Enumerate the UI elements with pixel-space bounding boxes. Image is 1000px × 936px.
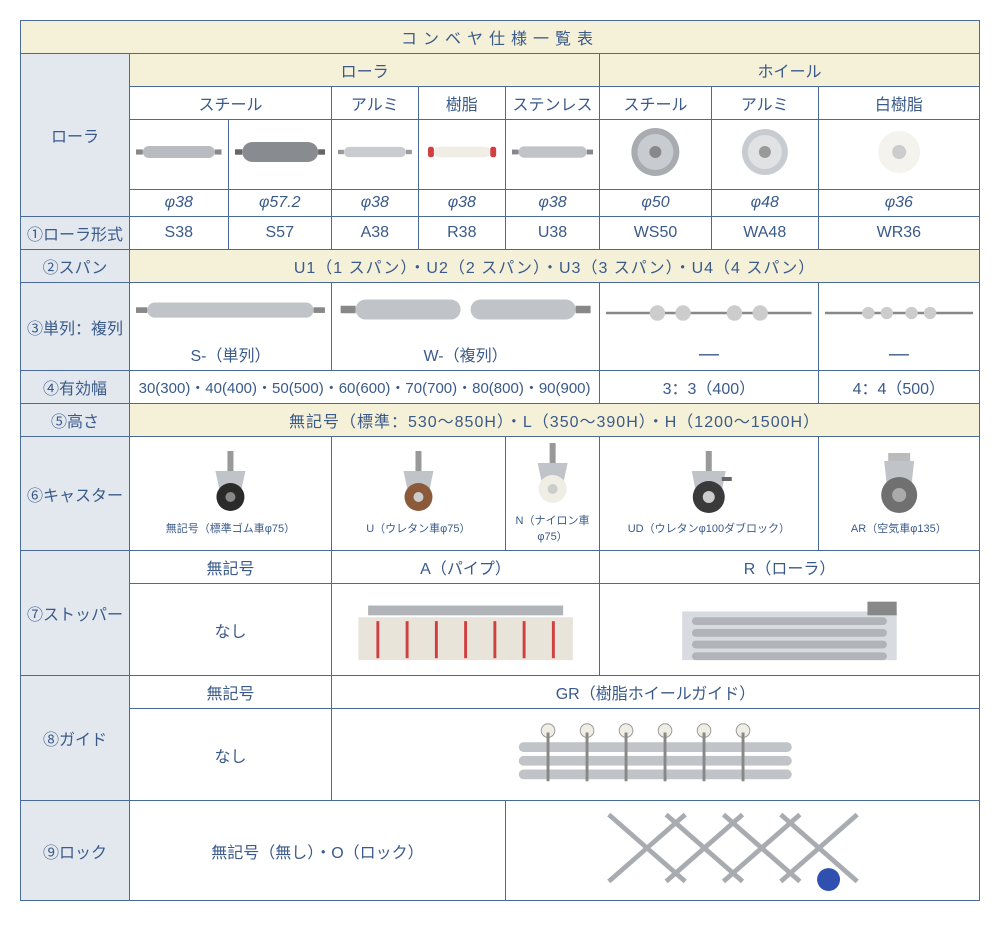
img-roller-s38 [130,120,229,190]
lock-text: 無記号（無し）・O（ロック） [130,801,506,901]
mat-alum-w: アルミ [711,87,818,120]
phi-0: φ38 [130,190,229,217]
span-text: U1（1 スパン）・U2（2 スパン）・U3（3 スパン）・U4（4 スパン） [130,250,980,283]
rowhead-1: ①ローラ形式 [21,217,130,250]
form-2: A38 [331,217,418,250]
form-1: S57 [228,217,331,250]
guide-none: なし [130,709,332,801]
form-6: WA48 [711,217,818,250]
caster-0: 無記号（標準ゴム車φ75） [130,437,332,551]
caster-0-label: 無記号（標準ゴム車φ75） [136,518,325,538]
rowhead-5: ⑤高さ [21,404,130,437]
rowhead-roller: ローラ [21,54,130,217]
img-roller-u38 [505,120,599,190]
stopper-h2: A（パイプ） [331,551,599,584]
sd-dash1: — [600,283,819,371]
rowhead-3: ③単列：複列 [21,283,130,371]
sd-double: W-（複列） [331,283,599,371]
mat-stainless: ステンレス [505,87,599,120]
stopper-h1: 無記号 [130,551,332,584]
caster-1-label: U（ウレタン車φ75） [338,518,499,538]
effw-mid: 3：3（400） [600,371,819,404]
group-roller: ローラ [130,54,600,87]
lock-img [505,801,979,901]
effw-left: 30(300)・40(400)・50(500)・60(600)・70(700)・… [130,371,600,404]
rowhead-7: ⑦ストッパー [21,551,130,676]
img-wheel-ws50 [600,120,712,190]
img-wheel-wr36 [818,120,979,190]
sd-single-label: S-（単列） [136,342,325,366]
phi-5: φ50 [600,190,712,217]
img-roller-r38 [418,120,505,190]
table-title: コンベヤ仕様一覧表 [21,21,980,54]
phi-4: φ38 [505,190,599,217]
guide-h1: 無記号 [130,676,332,709]
caster-1: U（ウレタン車φ75） [331,437,505,551]
rowhead-9: ⑨ロック [21,801,130,901]
form-4: U38 [505,217,599,250]
group-wheel: ホイール [600,54,980,87]
caster-2: N（ナイロン車φ75） [505,437,599,551]
caster-3: UD（ウレタンφ100ダブロック） [600,437,819,551]
mat-alum: アルミ [331,87,418,120]
caster-4-label: AR（空気車φ135） [825,518,973,538]
effw-right: 4：4（500） [818,371,979,404]
img-roller-a38 [331,120,418,190]
stopper-h3: R（ローラ） [600,551,980,584]
mat-steel: スチール [130,87,332,120]
phi-3: φ38 [418,190,505,217]
phi-7: φ36 [818,190,979,217]
img-roller-s57 [228,120,331,190]
stopper-a-img [331,584,599,676]
sd-dash2-label: — [825,343,973,366]
sd-dash1-label: — [606,343,812,366]
stopper-none: なし [130,584,332,676]
form-0: S38 [130,217,229,250]
mat-resin: 樹脂 [418,87,505,120]
phi-1: φ57.2 [228,190,331,217]
form-7: WR36 [818,217,979,250]
form-3: R38 [418,217,505,250]
spec-table: コンベヤ仕様一覧表 ローラ ローラ ホイール スチール アルミ 樹脂 ステンレス… [20,20,980,901]
stopper-r-img [600,584,980,676]
sd-dash2: — [818,283,979,371]
form-5: WS50 [600,217,712,250]
caster-4: AR（空気車φ135） [818,437,979,551]
caster-2-label: N（ナイロン車φ75） [512,510,593,546]
caster-3-label: UD（ウレタンφ100ダブロック） [606,518,812,538]
height-text: 無記号（標準：530～850H）・L（350～390H）・H（1200～1500… [130,404,980,437]
rowhead-2: ②スパン [21,250,130,283]
rowhead-6: ⑥キャスター [21,437,130,551]
rowhead-4: ④有効幅 [21,371,130,404]
sd-double-label: W-（複列） [338,342,593,366]
guide-h2: GR（樹脂ホイールガイド） [331,676,979,709]
mat-white-resin: 白樹脂 [818,87,979,120]
img-wheel-wa48 [711,120,818,190]
phi-6: φ48 [711,190,818,217]
phi-2: φ38 [331,190,418,217]
mat-steel-w: スチール [600,87,712,120]
rowhead-8: ⑧ガイド [21,676,130,801]
guide-img [331,709,979,801]
sd-single: S-（単列） [130,283,332,371]
